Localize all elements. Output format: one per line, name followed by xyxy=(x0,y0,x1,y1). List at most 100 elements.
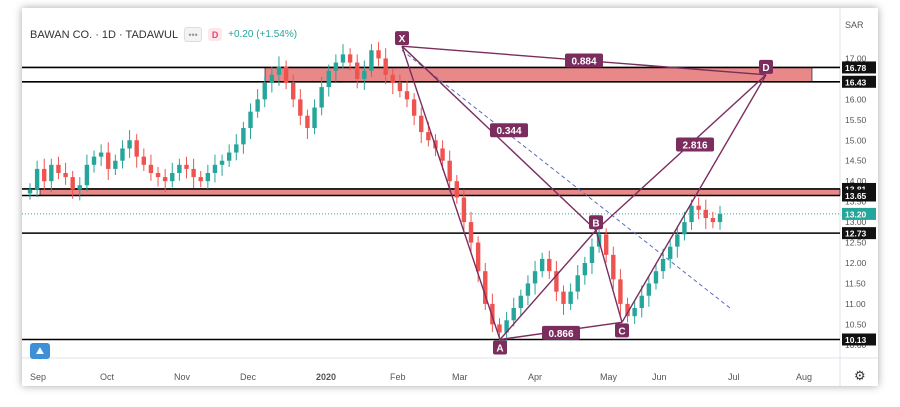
pattern-point-marker xyxy=(759,59,773,74)
candle-body xyxy=(219,160,225,165)
candle-body xyxy=(668,246,673,259)
candle-body xyxy=(717,213,723,223)
price-tag-label: 10.13 xyxy=(845,335,867,345)
price-tick-label: 12.50 xyxy=(845,238,867,248)
candle-body xyxy=(42,168,47,182)
currency-label: SAR xyxy=(845,20,864,30)
candlestick-chart[interactable]: XABCD0.8840.3442.8160.86617.0016.5016.00… xyxy=(22,8,878,386)
harmonic-pattern-line xyxy=(401,45,501,340)
pattern-point-marker xyxy=(395,31,409,46)
candle-body xyxy=(554,271,559,292)
candle-body xyxy=(91,156,97,165)
candle-body xyxy=(290,83,296,100)
price-tag-label: 13.20 xyxy=(845,209,867,219)
ratio-label: 0.866 xyxy=(548,329,573,340)
candle-body xyxy=(603,234,609,255)
candle-body xyxy=(376,50,381,59)
candle-body xyxy=(184,164,189,169)
candle-body xyxy=(262,83,267,100)
chart-panel[interactable]: XABCD0.8840.3442.8160.86617.0016.5016.00… xyxy=(22,8,878,386)
interval-badge[interactable]: D xyxy=(208,28,223,41)
harmonic-pattern-line xyxy=(595,74,767,231)
ratio-label-box xyxy=(565,53,603,68)
candle-body xyxy=(539,258,545,272)
price-tick-label: 13.50 xyxy=(845,197,867,207)
price-change: +0.20 (+1.54%) xyxy=(228,29,298,40)
harmonic-pattern-line xyxy=(621,74,767,323)
pattern-point-label: A xyxy=(496,344,503,355)
price-tick-label: 14.00 xyxy=(845,176,867,186)
pattern-point-label: D xyxy=(762,63,769,74)
candle-body xyxy=(475,242,481,272)
price-tag xyxy=(842,61,876,74)
candle-body xyxy=(703,209,708,218)
price-tick-label: 15.50 xyxy=(845,115,867,125)
candle-body xyxy=(397,83,403,92)
candle-body xyxy=(198,177,203,182)
candle-body xyxy=(653,271,659,284)
candle-body xyxy=(660,258,666,272)
candle-body xyxy=(447,160,452,182)
price-tick-label: 12.00 xyxy=(845,258,867,268)
candle-body xyxy=(84,164,90,186)
candle-body xyxy=(504,320,509,333)
candle-body xyxy=(611,254,616,280)
candle-body xyxy=(419,115,424,133)
candle-body xyxy=(27,189,33,194)
candle-body xyxy=(77,185,82,190)
candle-body xyxy=(212,164,218,173)
candle-body xyxy=(710,218,716,223)
more-icon[interactable]: ••• xyxy=(184,27,203,42)
harmonic-pattern-line xyxy=(499,229,597,340)
candle-body xyxy=(426,132,431,141)
candle-body xyxy=(646,283,652,296)
candle-body xyxy=(255,99,260,112)
time-tick-label: Apr xyxy=(528,372,542,382)
candle-body xyxy=(34,168,40,190)
pattern-point-label: X xyxy=(399,34,406,45)
harmonic-pattern-line xyxy=(595,230,623,323)
candle-body xyxy=(56,164,61,173)
resistance-zone xyxy=(264,67,813,83)
candle-body xyxy=(162,177,168,182)
candle-body xyxy=(248,111,253,128)
ratio-label-box xyxy=(676,137,714,152)
candle-body xyxy=(234,144,239,153)
price-tick-label: 15.00 xyxy=(845,135,867,145)
price-tick-label: 14.50 xyxy=(845,156,867,166)
price-tag xyxy=(842,189,876,202)
candle-body xyxy=(362,70,367,79)
price-tag xyxy=(842,333,876,346)
candle-body xyxy=(312,107,317,128)
gear-icon[interactable]: ⚙ xyxy=(854,368,866,383)
price-tag-label: 16.43 xyxy=(845,77,867,87)
time-tick-label: Dec xyxy=(240,372,257,382)
price-tag xyxy=(842,207,876,220)
time-tick-label: Jun xyxy=(652,372,667,382)
time-tick-label: Nov xyxy=(174,372,191,382)
candle-body xyxy=(547,258,552,272)
pattern-point-marker xyxy=(493,340,507,355)
candle-body xyxy=(682,222,687,235)
ratio-label-box xyxy=(490,123,528,138)
candle-body xyxy=(532,271,538,284)
candle-body xyxy=(106,152,111,169)
candle-body xyxy=(390,74,395,83)
symbol-header: BAWAN CO. · 1D · TADAWUL ••• D +0.20 (+1… xyxy=(30,27,297,42)
candle-body xyxy=(98,152,104,157)
candle-body xyxy=(113,160,118,169)
candle-body xyxy=(326,70,331,88)
candle-body xyxy=(134,140,139,157)
candle-body xyxy=(404,91,410,100)
candle-body xyxy=(276,66,282,75)
tradingview-logo-icon[interactable]: ⛰ xyxy=(30,343,50,359)
candle-body xyxy=(454,181,460,198)
resistance-zone xyxy=(39,188,841,196)
pattern-point-marker xyxy=(615,323,629,338)
candle-body xyxy=(582,263,588,276)
pattern-point-label: B xyxy=(592,218,599,229)
candle-body xyxy=(461,197,467,223)
candle-body xyxy=(269,74,275,83)
candle-body xyxy=(589,246,595,263)
candle-body xyxy=(568,291,573,304)
